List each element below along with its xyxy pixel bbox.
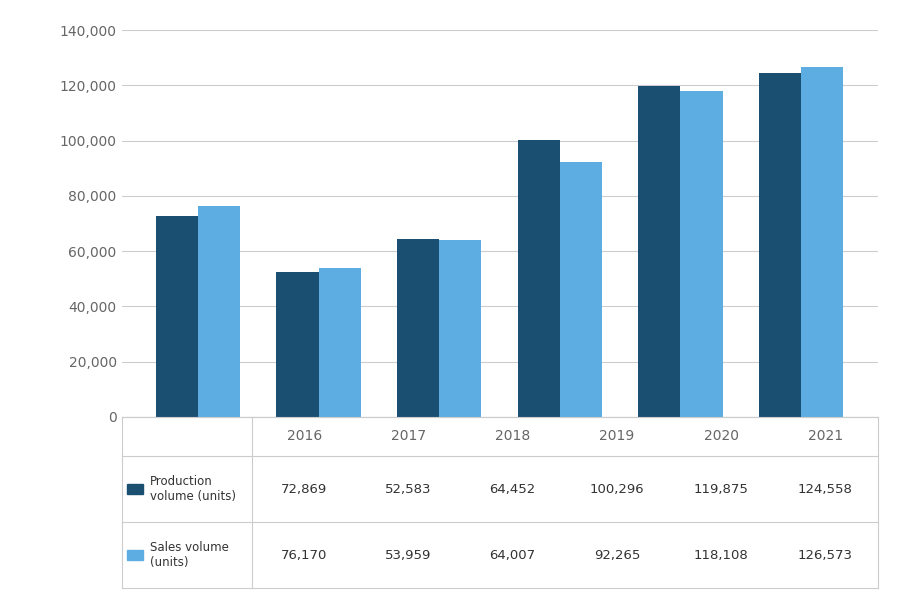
Bar	[518, 140, 560, 417]
Bar	[198, 206, 240, 417]
Bar	[759, 73, 801, 417]
Bar	[319, 268, 361, 417]
Text: 92,265: 92,265	[594, 548, 640, 562]
Text: 100,296: 100,296	[590, 482, 644, 496]
Text: Production
volume (units): Production volume (units)	[150, 475, 236, 503]
Text: 2019: 2019	[599, 430, 634, 443]
Text: 2020: 2020	[704, 430, 739, 443]
Text: 118,108: 118,108	[694, 548, 749, 562]
Text: 2016: 2016	[286, 430, 322, 443]
Bar	[156, 215, 198, 417]
Text: 72,869: 72,869	[281, 482, 328, 496]
Text: 2017: 2017	[391, 430, 426, 443]
Text: 2021: 2021	[808, 430, 843, 443]
Bar	[801, 67, 843, 417]
Text: 124,558: 124,558	[798, 482, 853, 496]
Bar	[560, 162, 602, 417]
Text: 64,007: 64,007	[490, 548, 536, 562]
Bar	[439, 240, 482, 417]
Text: 76,170: 76,170	[281, 548, 328, 562]
Bar	[680, 91, 723, 417]
Text: 53,959: 53,959	[385, 548, 432, 562]
Text: 2018: 2018	[495, 430, 530, 443]
Text: 52,583: 52,583	[385, 482, 432, 496]
Text: 64,452: 64,452	[490, 482, 536, 496]
Bar	[397, 239, 439, 417]
Bar	[276, 272, 319, 417]
Text: 119,875: 119,875	[694, 482, 749, 496]
Text: Sales volume
(units): Sales volume (units)	[150, 541, 230, 569]
Text: 126,573: 126,573	[798, 548, 853, 562]
Bar	[638, 86, 680, 417]
